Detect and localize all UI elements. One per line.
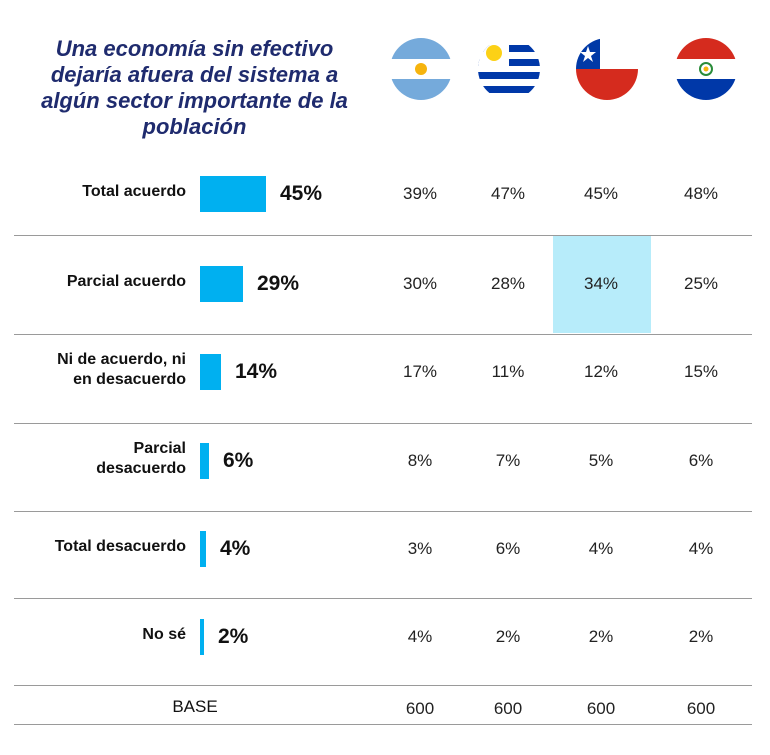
table-cell: 2% <box>495 627 521 646</box>
row-label-line: Parcial <box>133 440 186 457</box>
divider <box>14 423 752 424</box>
table-cell: 17% <box>402 362 438 381</box>
table-cell: 4% <box>688 539 714 558</box>
table-cell: 2% <box>688 627 714 646</box>
highlighted-cell <box>553 236 651 333</box>
table-cell: 45% <box>583 184 619 203</box>
bar <box>200 531 206 567</box>
row-label-line: Ni de acuerdo, ni <box>57 351 186 368</box>
bar <box>200 443 209 479</box>
table-cell: 5% <box>588 451 614 470</box>
table-cell: 25% <box>683 274 719 293</box>
row-label-line: desacuerdo <box>96 460 186 477</box>
row-label-line: Total acuerdo <box>82 183 186 200</box>
base-cell: 600 <box>586 699 616 718</box>
row-label-line: Total desacuerdo <box>54 538 186 555</box>
bar-value-label: 14% <box>235 360 278 383</box>
base-label: BASE <box>172 697 218 716</box>
table-cell: 30% <box>402 274 438 293</box>
table-cell: 6% <box>495 539 521 558</box>
table-cell: 3% <box>407 539 433 558</box>
divider <box>14 685 752 686</box>
bar-value-label: 2% <box>218 625 249 648</box>
row-label: Total desacuerdo <box>20 537 186 557</box>
bar-value-label: 4% <box>220 537 251 560</box>
table-cell: 11% <box>491 362 525 381</box>
divider <box>14 511 752 512</box>
table-cell: 4% <box>588 539 614 558</box>
table-cell: 39% <box>402 184 438 203</box>
bar-value-label: 45% <box>280 182 323 205</box>
table-cell: 12% <box>583 362 619 381</box>
divider <box>14 334 752 335</box>
table-cell: 4% <box>407 627 433 646</box>
base-cell: 600 <box>493 699 523 718</box>
argentina-flag-icon <box>390 38 452 100</box>
chart-title: Una economía sin efectivo dejaría afuera… <box>41 36 348 139</box>
bar <box>200 266 243 302</box>
uruguay-flag-icon <box>478 38 540 100</box>
base-cell: 600 <box>686 699 716 718</box>
bar <box>200 619 204 655</box>
row-label: Parcial acuerdo <box>20 272 186 292</box>
row-label-line: Parcial acuerdo <box>66 273 186 290</box>
table-cell: 6% <box>688 451 714 470</box>
row-label: Total acuerdo <box>20 182 186 202</box>
paraguay-flag-icon <box>675 38 737 100</box>
table-cell: 47% <box>490 184 526 203</box>
table-cell: 8% <box>407 451 433 470</box>
divider <box>14 724 752 725</box>
row-label: No sé <box>20 625 186 645</box>
row-label-line: No sé <box>142 626 186 643</box>
divider <box>14 598 752 599</box>
row-label-line: en desacuerdo <box>73 371 186 388</box>
table-cell: 34% <box>583 274 619 293</box>
bar-value-label: 6% <box>223 449 254 472</box>
bar <box>200 354 221 390</box>
table-cell: 2% <box>588 627 614 646</box>
bar-value-label: 29% <box>257 272 300 295</box>
table-cell: 28% <box>490 274 526 293</box>
divider <box>14 235 752 236</box>
bar <box>200 176 266 212</box>
row-label: Parcial desacuerdo <box>20 439 186 479</box>
base-cell: 600 <box>405 699 435 718</box>
table-cell: 15% <box>683 362 719 381</box>
table-cell: 48% <box>683 184 719 203</box>
chile-flag-icon <box>576 38 638 100</box>
row-label: Ni de acuerdo, ni en desacuerdo <box>20 350 186 390</box>
table-cell: 7% <box>495 451 521 470</box>
